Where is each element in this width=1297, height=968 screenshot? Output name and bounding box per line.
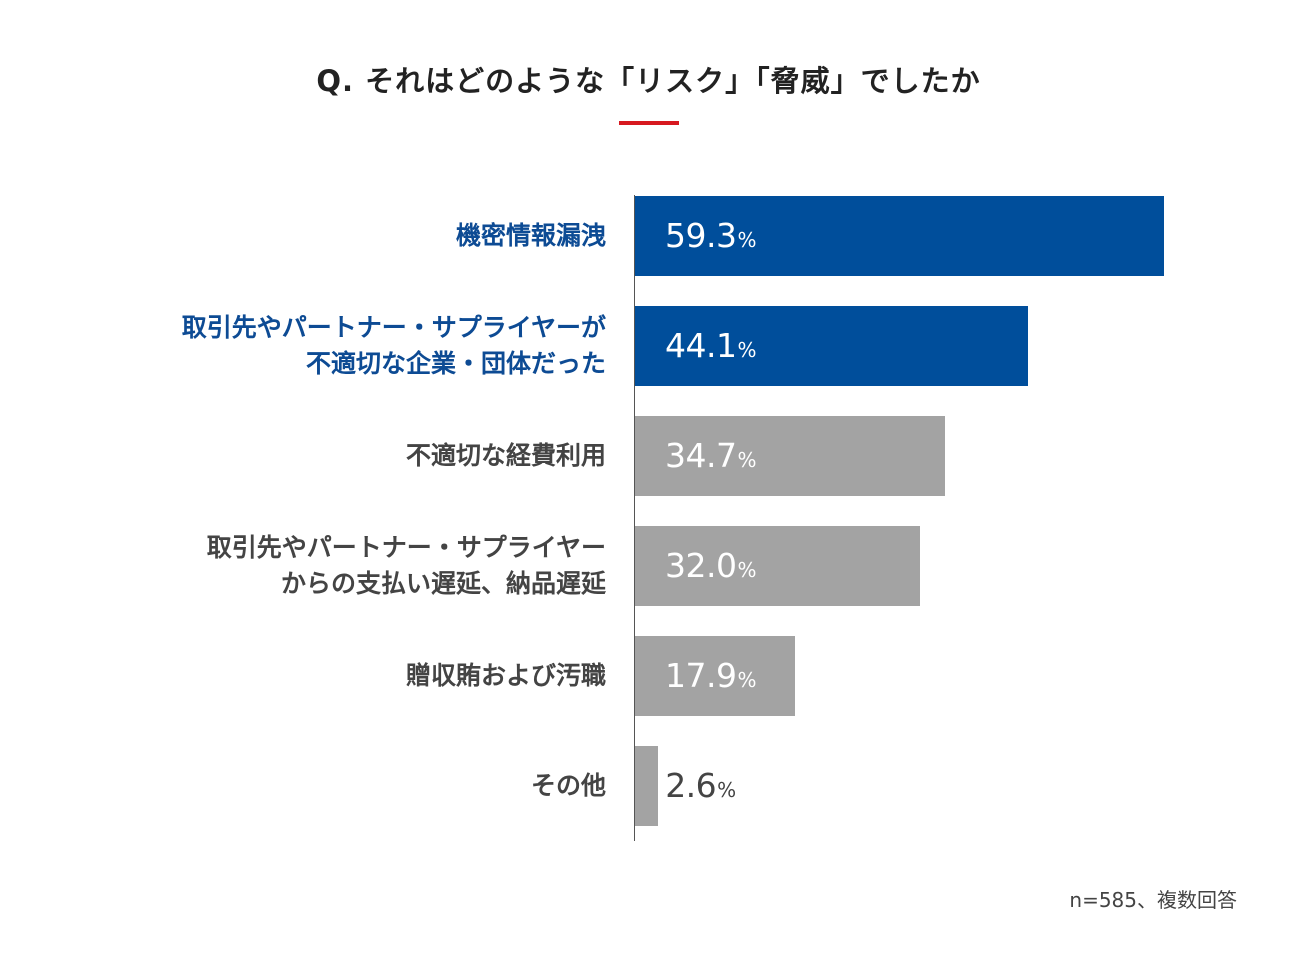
value-unit: %: [737, 228, 756, 252]
category-label: 不適切な経費利用: [405, 441, 606, 470]
value-label: 2.6%: [665, 746, 736, 826]
category-label: その他: [530, 771, 606, 800]
value-unit: %: [737, 448, 756, 472]
value-label: 44.1%: [665, 306, 756, 386]
chart-title: Q. それはどのような「リスク」「脅威」でしたか: [316, 64, 981, 98]
value-number: 2.6: [665, 766, 717, 805]
category-label: 贈収賄および汚職: [405, 661, 606, 690]
bar: [635, 416, 945, 496]
bar: [635, 306, 1029, 386]
value-number: 44.1: [665, 326, 737, 365]
value-unit: %: [717, 778, 736, 802]
value-unit: %: [737, 668, 756, 692]
bar: [635, 636, 795, 716]
category-label: 取引先やパートナー・サプライヤーが 不適切な企業・団体だった: [181, 313, 606, 378]
bar: [635, 746, 659, 826]
value-unit: %: [737, 338, 756, 362]
bar: [635, 526, 921, 606]
value-unit: %: [737, 558, 756, 582]
value-label: 59.3%: [665, 196, 756, 276]
category-label: 機密情報漏洩: [455, 221, 606, 250]
title-accent-rule: [619, 121, 679, 125]
value-number: 17.9: [665, 656, 737, 695]
y-axis-line: [634, 195, 635, 841]
value-number: 32.0: [665, 546, 737, 585]
sample-note: n=585、複数回答: [1069, 888, 1237, 912]
value-label: 17.9%: [665, 636, 756, 716]
value-number: 34.7: [665, 436, 737, 475]
bar: [635, 196, 1164, 276]
category-label: 取引先やパートナー・サプライヤー からの支払い遅延、納品遅延: [206, 533, 606, 598]
value-label: 34.7%: [665, 416, 756, 496]
value-number: 59.3: [665, 216, 737, 255]
value-label: 32.0%: [665, 526, 756, 606]
